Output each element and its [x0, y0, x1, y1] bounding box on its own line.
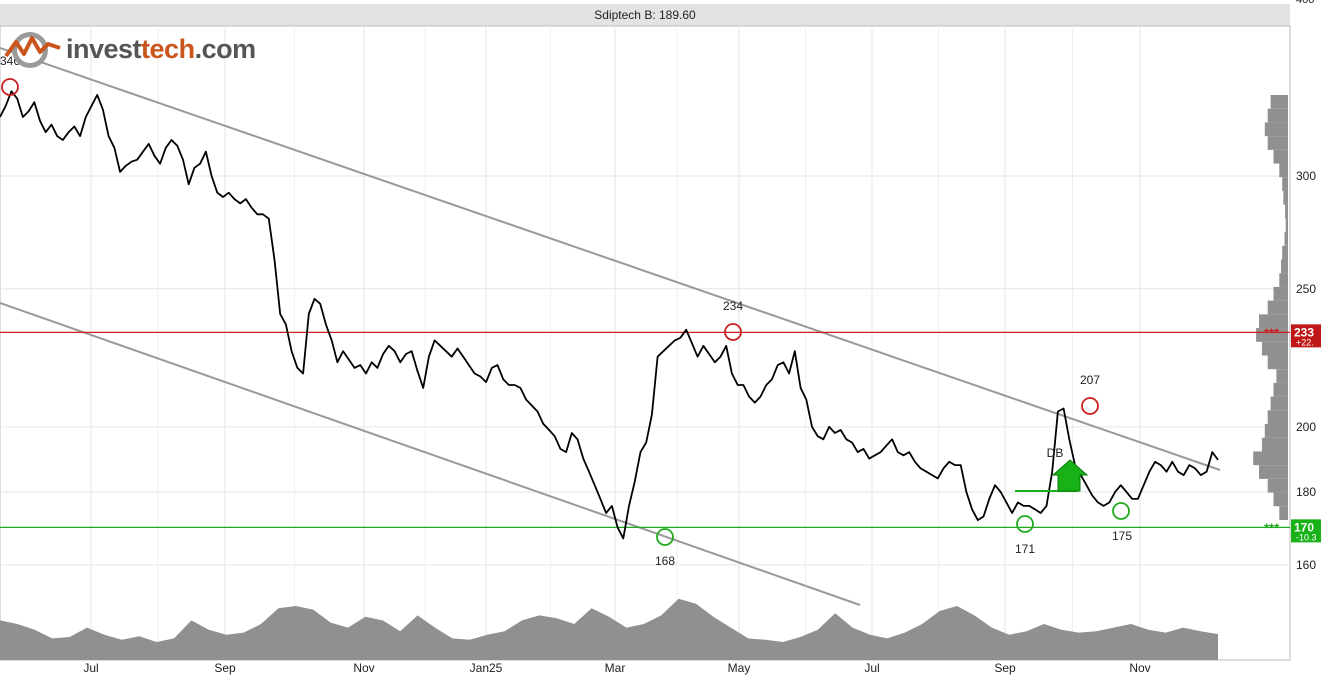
- x-tick-label: Sep: [214, 661, 236, 675]
- volume-profile-bar: [1264, 122, 1288, 137]
- volume-profile-bar: [1267, 355, 1288, 370]
- x-tick-label: Jul: [83, 661, 98, 675]
- y-tick-label: 180: [1296, 485, 1316, 499]
- volume-profile-bar: [1279, 273, 1288, 287]
- support-value-label: 170: [1294, 520, 1314, 534]
- resistance-value-label: 233: [1294, 325, 1314, 339]
- y-tick-label: 250: [1296, 282, 1316, 296]
- support-stars: ***: [1264, 520, 1280, 535]
- volume-profile-bar: [1284, 232, 1288, 246]
- volume-profile-bar: [1270, 95, 1288, 109]
- volume-profile-bar: [1285, 204, 1288, 219]
- volume-profile-bar: [1267, 108, 1288, 123]
- extreme-value-label: 171: [1015, 542, 1035, 556]
- volume-profile-bar: [1259, 314, 1288, 329]
- buy-signal-arrow-icon: [1051, 459, 1089, 492]
- y-tick-label: 160: [1296, 558, 1316, 572]
- trend-line-lower: [0, 302, 861, 606]
- x-tick-label: Mar: [605, 661, 626, 675]
- logo-prefix: invest: [66, 34, 142, 64]
- volume-profile-bar: [1267, 300, 1288, 315]
- trend-line-upper: [0, 47, 1221, 471]
- extreme-value-label: 207: [1080, 373, 1100, 387]
- volume-profile-bar: [1273, 382, 1288, 397]
- chart-title: Sdiptech B: 189.60: [594, 8, 696, 22]
- investtech-logo: investtech.com: [0, 28, 270, 72]
- x-tick-label: Jul: [864, 661, 879, 675]
- extreme-value-label: 234: [723, 299, 743, 313]
- x-tick-label: Jan25: [470, 661, 503, 675]
- volume-profile-bar: [1282, 177, 1288, 191]
- volume-area: [0, 598, 1218, 660]
- extreme-value-label: 175: [1112, 529, 1132, 543]
- volume-profile-bar: [1273, 149, 1288, 164]
- volume-profile-bar: [1279, 163, 1288, 178]
- extreme-marker-green: [656, 528, 674, 546]
- y-tick-label: 200: [1296, 420, 1316, 434]
- extreme-marker-red: [1, 78, 19, 96]
- support-badge: [1291, 519, 1321, 543]
- volume-profile-bar: [1256, 328, 1288, 342]
- extreme-marker-green: [1112, 502, 1130, 520]
- resistance-change-label: +22.: [1296, 337, 1314, 347]
- volume-profile-bar: [1283, 190, 1288, 205]
- x-tick-label: Nov: [353, 661, 374, 675]
- support-change-label: -10.3: [1296, 532, 1317, 542]
- volume-profile-bar: [1267, 136, 1288, 150]
- volume-profile-bar: [1273, 286, 1288, 301]
- extreme-marker-green: [1016, 515, 1034, 533]
- resistance-stars: ***: [1264, 325, 1280, 340]
- y-tick-label: 300: [1296, 169, 1316, 183]
- plot-frame: [0, 25, 1291, 661]
- volume-profile-bar: [1285, 218, 1288, 233]
- logo-wordmark: investtech.com: [66, 34, 256, 65]
- volume-profile-bar: [1276, 369, 1288, 383]
- volume-profile-bar: [1281, 259, 1288, 274]
- volume-profile-bar: [1264, 424, 1288, 438]
- volume-profile-bar: [1267, 478, 1288, 493]
- extreme-marker-red: [1081, 397, 1099, 415]
- x-tick-label: Sep: [994, 661, 1016, 675]
- volume-profile-bar: [1267, 410, 1288, 425]
- volume-profile-bar: [1259, 465, 1288, 479]
- volume-profile-bar: [1273, 492, 1288, 507]
- volume-profile-bar: [1270, 396, 1288, 411]
- extreme-value-label: 168: [655, 554, 675, 568]
- x-tick-label: May: [728, 661, 751, 675]
- volume-profile-bar: [1261, 437, 1288, 452]
- volume-profile-bar: [1282, 245, 1288, 260]
- x-tick-label: Nov: [1129, 661, 1150, 675]
- y-tick-label-top: 400: [1296, 0, 1314, 6]
- logo-icon: [4, 32, 61, 68]
- price-line: [0, 90, 1219, 540]
- logo-suffix: .com: [194, 34, 257, 64]
- pattern-label: DB: [1047, 446, 1064, 460]
- logo-accent: tech: [141, 34, 195, 64]
- resistance-badge: [1291, 324, 1321, 348]
- volume-profile-bar: [1253, 451, 1288, 466]
- volume-profile-bar: [1261, 341, 1288, 356]
- extreme-marker-red: [724, 323, 742, 341]
- volume-profile-bar: [1279, 506, 1288, 520]
